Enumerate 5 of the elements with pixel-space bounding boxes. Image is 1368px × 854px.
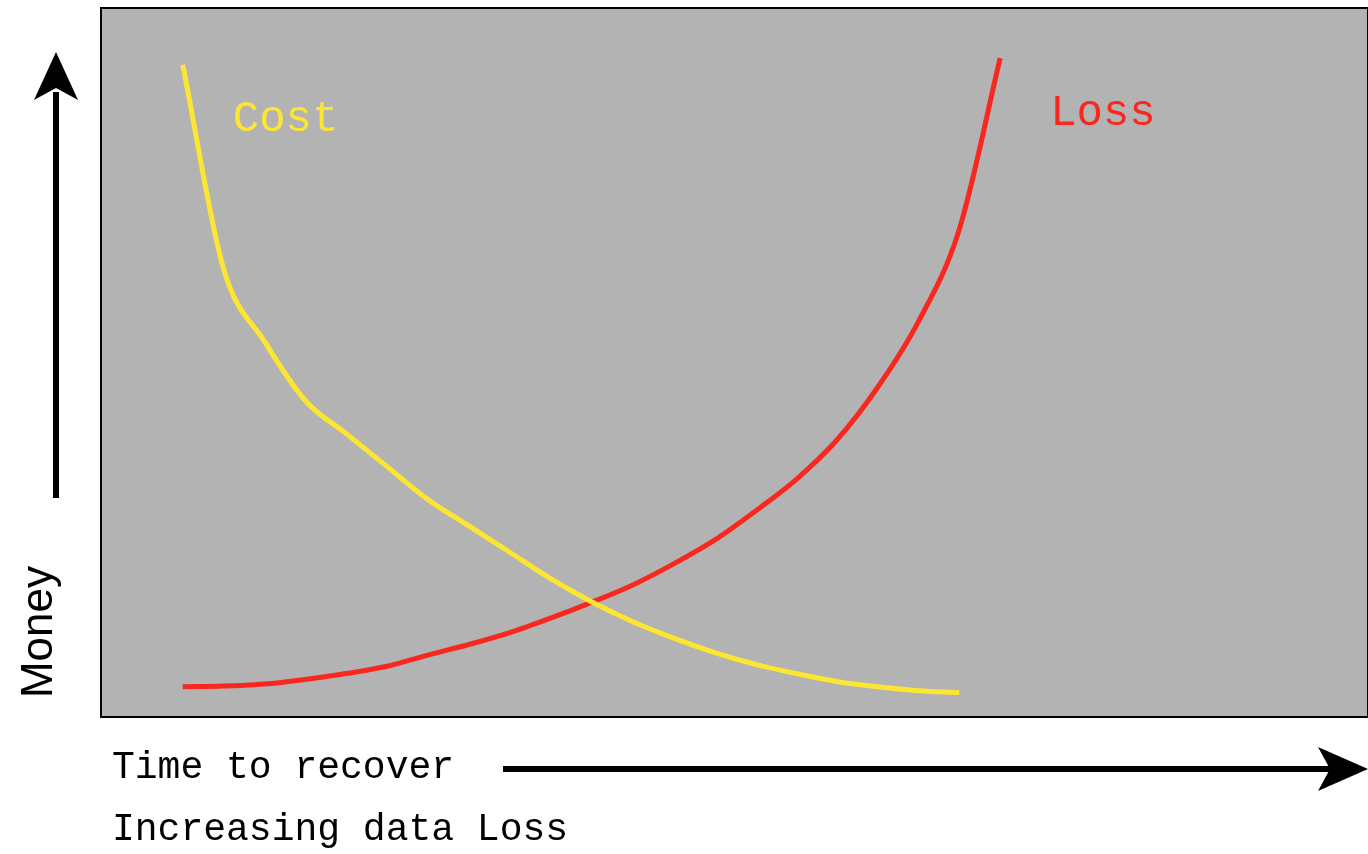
y-axis-title: Money (12, 565, 62, 699)
series-label: Cost (232, 94, 339, 145)
series-label: Loss (1050, 87, 1156, 138)
text: Increasing data Loss (112, 808, 569, 852)
x-axis-title: Time to recover (112, 746, 455, 790)
